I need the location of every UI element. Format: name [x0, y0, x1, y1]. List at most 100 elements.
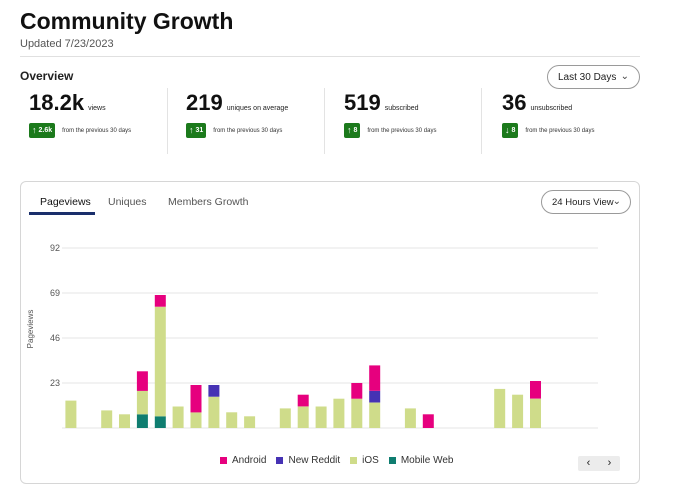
overview-heading: Overview [20, 69, 74, 83]
bar-ios[interactable] [333, 398, 345, 428]
arrow-up-icon: ↑ [32, 125, 37, 135]
bar-ios[interactable] [315, 406, 327, 429]
change-caption: from the previous 30 days [525, 127, 595, 134]
bar-ios[interactable] [208, 396, 220, 428]
bar-ios[interactable] [494, 388, 506, 428]
change-value: 8 [511, 127, 516, 134]
stat-value: 219 [186, 90, 223, 115]
stat-unit: views [88, 105, 106, 112]
change-caption: from the previous 30 days [62, 127, 132, 134]
legend-item-ios[interactable]: iOS [350, 455, 379, 466]
bar-ios[interactable] [119, 414, 130, 428]
period-select[interactable]: Last 30 Days ⌄ [547, 65, 640, 89]
chevron-down-icon: ⌄ [612, 196, 621, 207]
bar-android[interactable] [297, 394, 309, 407]
stat-divider [167, 88, 168, 154]
change-badge: ↑ 8 [344, 123, 361, 138]
change-badge: ↓ 8 [502, 123, 519, 138]
bar-android[interactable] [351, 383, 363, 399]
change-caption: from the previous 30 days [213, 127, 283, 134]
bar-new-reddit[interactable] [208, 385, 220, 397]
bar-android[interactable] [136, 371, 148, 391]
change-badge: ↑ 2.6k [29, 123, 56, 138]
arrow-down-icon: ↓ [505, 125, 510, 135]
prev-page-button[interactable]: ‹ [586, 457, 591, 469]
bar-android[interactable] [369, 365, 381, 391]
tab-uniques[interactable]: Uniques [108, 196, 147, 208]
arrow-up-icon: ↑ [347, 125, 352, 135]
view-select[interactable]: 24 Hours View ⌄ [541, 190, 631, 214]
bar-ios[interactable] [136, 390, 148, 415]
bar-ios[interactable] [369, 402, 381, 428]
bar-ios[interactable] [154, 306, 166, 417]
y-tick-label: 46 [50, 333, 60, 343]
change-badge: ↑ 31 [186, 123, 207, 138]
next-page-button[interactable]: › [607, 457, 612, 469]
stat-unit: subscribed [384, 105, 419, 112]
change-value: 2.6k [38, 127, 53, 134]
tab-members-growth[interactable]: Members Growth [168, 196, 249, 208]
active-tab-indicator [29, 212, 95, 215]
bar-ios[interactable] [351, 398, 363, 428]
bar-ios[interactable] [297, 406, 309, 429]
legend-swatch [276, 457, 284, 464]
bar-ios[interactable] [512, 394, 524, 428]
legend-label: Android [232, 455, 267, 466]
legend-label: Mobile Web [400, 455, 454, 466]
stat-divider [481, 88, 482, 154]
y-tick-label: 92 [50, 243, 60, 253]
bar-new-reddit[interactable] [369, 390, 381, 403]
bar-ios[interactable] [226, 412, 238, 428]
stat-unsubscribed: 36 unsubscribed ↓ 8 from the previous 30 d… [502, 90, 594, 152]
change-value: 31 [195, 127, 204, 134]
legend-swatch [350, 457, 358, 464]
bar-ios[interactable] [65, 400, 77, 428]
chart-card [20, 181, 640, 484]
updated-date: Updated 7/23/2023 [20, 38, 114, 50]
stat-value: 18.2k [29, 90, 85, 115]
stat-subscribed: 519 subscribed ↑ 8 from the previous 30 da… [344, 90, 436, 152]
stat-unit: uniques on average [226, 105, 289, 112]
stat-divider [324, 88, 325, 154]
legend-item-new-reddit[interactable]: New Reddit [276, 455, 340, 466]
bar-ios[interactable] [190, 412, 202, 428]
chart-legend: Android New Reddit iOS Mobile Web [220, 455, 463, 466]
bar-ios[interactable] [279, 408, 291, 428]
y-tick-label: 69 [50, 288, 60, 298]
bar-android[interactable] [154, 295, 166, 307]
change-caption: from the previous 30 days [367, 127, 437, 134]
bar-android[interactable] [190, 385, 202, 413]
view-select-value: 24 Hours View [552, 196, 614, 208]
page-title: Community Growth [20, 8, 234, 34]
chart-pager: ‹ › [578, 456, 620, 471]
header-divider [20, 56, 640, 57]
tab-pageviews[interactable]: Pageviews [40, 196, 91, 208]
stat-value: 519 [344, 90, 381, 115]
bar-ios[interactable] [404, 408, 416, 428]
stat-uniques: 219 uniques on average ↑ 31 from the previ… [186, 90, 288, 152]
chevron-down-icon: ⌄ [620, 71, 629, 82]
change-value: 8 [353, 127, 358, 134]
bar-ios[interactable] [244, 416, 256, 428]
bar-android[interactable] [422, 414, 434, 428]
bar-android[interactable] [530, 381, 541, 399]
bar-mobile-web[interactable] [154, 416, 166, 428]
y-tick-label: 23 [50, 378, 60, 388]
stat-unit: unsubscribed [530, 105, 573, 112]
legend-item-android[interactable]: Android [220, 455, 266, 466]
legend-label: iOS [362, 455, 379, 466]
stat-views: 18.2k views ↑ 2.6k from the previous 30 da… [29, 90, 131, 152]
bar-mobile-web[interactable] [136, 414, 148, 428]
bar-ios[interactable] [172, 406, 184, 429]
legend-swatch [220, 457, 227, 464]
bar-ios[interactable] [101, 410, 113, 428]
legend-swatch [388, 457, 396, 464]
period-select-value: Last 30 Days [558, 71, 617, 83]
stat-value: 36 [502, 90, 527, 115]
bar-ios[interactable] [530, 398, 541, 428]
legend-label: New Reddit [288, 455, 341, 466]
arrow-up-icon: ↑ [189, 125, 194, 135]
legend-item-mobile-web[interactable]: Mobile Web [388, 455, 454, 466]
y-axis-label: Pageviews [26, 310, 35, 349]
